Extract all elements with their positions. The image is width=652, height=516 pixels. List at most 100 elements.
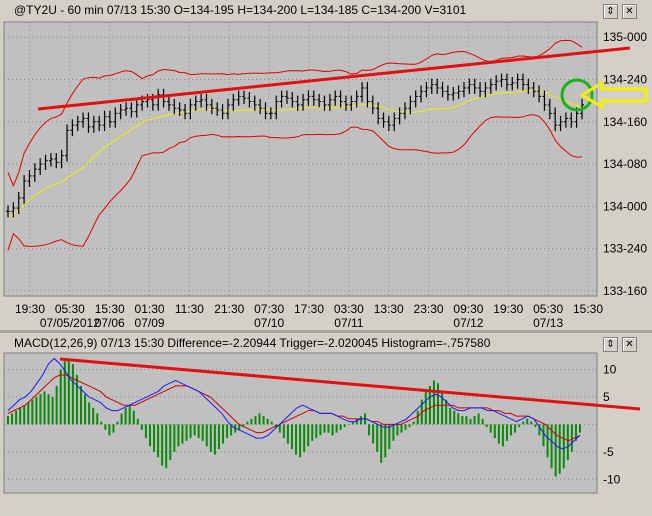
panel-divider[interactable]: [0, 330, 652, 333]
histogram-bar: [570, 424, 573, 452]
histogram-bar: [23, 405, 26, 425]
resistance-trendline: [37, 46, 631, 111]
macd-panel: MACD(12,26,9) 07/13 15:30 Difference=-2.…: [0, 333, 652, 516]
histogram-bar: [392, 424, 395, 441]
histogram-bar: [116, 421, 119, 425]
histogram-bar: [469, 418, 472, 425]
y-tick-label: 134-000: [603, 199, 647, 213]
resize-icon[interactable]: ⇕: [603, 4, 618, 19]
histogram-bar: [416, 410, 419, 425]
histogram-bar: [461, 416, 464, 425]
histogram-bar: [92, 407, 95, 425]
x-tick-label: 09:30: [453, 302, 483, 316]
macd-chart: 10 5 -5 -10: [3, 352, 641, 494]
y-tick-label: 135-000: [603, 30, 647, 44]
histogram-bar: [510, 424, 513, 436]
x-date-label: 07/10: [254, 316, 284, 330]
histogram-bar: [222, 424, 225, 444]
histogram-bar: [453, 410, 456, 425]
x-tick-label: 17:30: [294, 302, 324, 316]
histogram-bar: [250, 418, 253, 425]
y-tick-label: -10: [603, 472, 621, 486]
histogram-bar: [120, 413, 123, 425]
histogram-bar: [412, 421, 415, 425]
histogram-bar: [315, 424, 318, 439]
histogram-bar: [445, 399, 448, 425]
histogram-bar: [11, 413, 14, 425]
histogram-bar: [205, 424, 208, 447]
x-tick-label: 15:30: [573, 302, 603, 316]
histogram-bar: [550, 424, 553, 469]
histogram-bar: [15, 410, 18, 425]
histogram-bar: [546, 424, 549, 458]
histogram-bar: [128, 405, 131, 425]
histogram-bar: [311, 424, 314, 441]
histogram-bar: [63, 361, 66, 425]
histogram-bar: [238, 424, 241, 430]
y-tick-label: 133-240: [603, 242, 647, 256]
histogram-bar: [173, 424, 176, 452]
y-tick-label: 133-160: [603, 284, 647, 298]
histogram-bar: [428, 385, 431, 425]
histogram-bar: [489, 424, 492, 433]
histogram-bar: [161, 424, 164, 466]
histogram-bar: [355, 418, 358, 425]
histogram-bar: [59, 369, 62, 425]
histogram-bar: [372, 424, 375, 444]
histogram-bar: [185, 424, 188, 441]
histogram-bar: [104, 424, 107, 430]
x-tick-label: 05:30: [533, 302, 563, 316]
histogram-bar: [303, 424, 306, 452]
histogram-bar: [327, 424, 330, 433]
histogram-bar: [432, 380, 435, 425]
histogram-bar: [295, 424, 298, 455]
histogram-bar: [518, 424, 521, 428]
histogram-bar: [270, 421, 273, 425]
histogram-bar: [465, 416, 468, 425]
histogram-bar: [388, 424, 391, 450]
histogram-bar: [132, 410, 135, 425]
histogram-bar: [71, 363, 74, 425]
descending-trendline: [59, 357, 641, 411]
y-tick-label: -5: [603, 445, 614, 459]
histogram-bar: [144, 424, 147, 439]
histogram-bar: [384, 424, 387, 458]
histogram-bar: [286, 424, 289, 444]
histogram-bar: [148, 424, 151, 447]
histogram-bar: [396, 424, 399, 436]
x-date-label: 07/11: [334, 316, 363, 330]
pointer-arrow-icon: [579, 80, 648, 110]
close-icon[interactable]: ✕: [622, 337, 637, 352]
histogram-bar: [213, 424, 216, 455]
histogram-bar: [254, 416, 257, 425]
x-tick-label: 05:30: [55, 302, 85, 316]
x-date-label: 07/05/2012: [40, 316, 100, 330]
x-tick-label: 11:30: [175, 302, 204, 316]
histogram-bar: [75, 374, 78, 425]
histogram-bar: [538, 424, 541, 436]
histogram-bar: [67, 358, 70, 425]
x-tick-label: 15:30: [95, 302, 125, 316]
x-tick-label: 13:30: [374, 302, 404, 316]
histogram-bar: [400, 424, 403, 433]
histogram-bar: [477, 413, 480, 425]
histogram-bar: [339, 424, 342, 430]
histogram-bar: [230, 424, 233, 436]
histogram-bar: [19, 407, 22, 425]
x-date-label: 07/06: [95, 316, 125, 330]
y-tick-label: 134-080: [603, 157, 647, 171]
y-tick-label: 5: [603, 390, 610, 404]
price-header: @TY2U - 60 min 07/13 15:30 O=134-195 H=1…: [14, 3, 467, 17]
close-icon[interactable]: ✕: [622, 4, 637, 19]
resize-icon[interactable]: ⇕: [603, 337, 618, 352]
histogram-bar: [124, 407, 127, 425]
histogram-bar: [501, 424, 504, 447]
histogram-bar: [481, 418, 484, 425]
x-tick-label: 03:30: [334, 302, 364, 316]
x-date-label: 07/09: [135, 316, 165, 330]
histogram-bar: [359, 416, 362, 425]
histogram-bar: [408, 424, 411, 428]
histogram-bar: [485, 424, 488, 428]
histogram-bar: [530, 421, 533, 425]
histogram-bar: [457, 413, 460, 425]
